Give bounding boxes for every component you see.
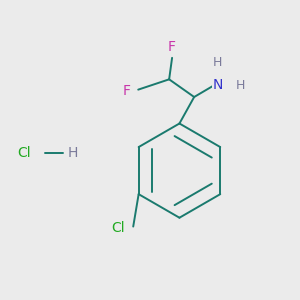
Text: H: H — [68, 146, 78, 160]
Text: H: H — [236, 79, 245, 92]
Text: F: F — [168, 40, 176, 54]
Text: N: N — [212, 78, 223, 92]
Text: Cl: Cl — [111, 221, 125, 235]
Text: Cl: Cl — [17, 146, 31, 160]
Text: F: F — [123, 84, 131, 98]
Text: H: H — [213, 56, 222, 69]
